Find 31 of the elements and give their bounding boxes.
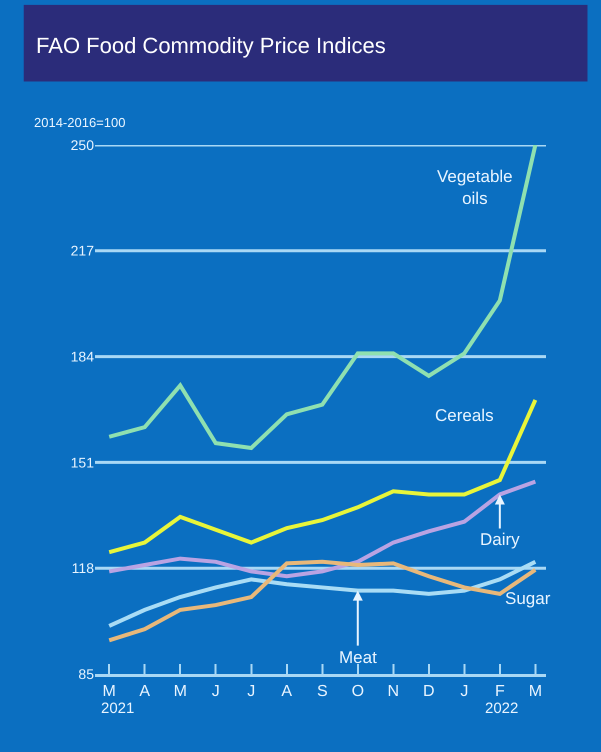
text: 2021 (101, 700, 134, 717)
line-series (107, 145, 538, 450)
x-tick-label: S (316, 683, 328, 700)
line-series (107, 398, 538, 554)
x-tick-label: A (139, 683, 150, 700)
y-tick-label: 85 (78, 666, 94, 682)
x-tick-label: N (388, 683, 400, 700)
series-label: Dairy (480, 530, 520, 549)
x-tick-label: J (247, 683, 256, 700)
line-series (107, 480, 538, 578)
series-label: Vegetable oils (437, 167, 513, 208)
y-tick-label: 250 (70, 136, 94, 153)
x-tick-label: F (494, 683, 505, 700)
chart-title: FAO Food Commodity Price Indices (36, 32, 386, 58)
y-tick-label: 151 (70, 454, 94, 470)
y-tick-label: 217 (70, 242, 94, 259)
series-label: Cereals (435, 406, 494, 425)
y-tick-label: 118 (72, 560, 94, 576)
x-tick-label: A (281, 683, 292, 700)
x-tick-label: M (174, 683, 187, 700)
x-tick-label: J (212, 683, 220, 700)
y-axis-title: 2014-2016=100 (34, 115, 126, 130)
y-tick-label: 184 (70, 348, 94, 364)
x-tick-label: M (528, 683, 542, 700)
text: Meat (339, 648, 378, 667)
series-label: Sugar (505, 589, 551, 608)
x-tick-label: J (460, 683, 468, 700)
x-tick-label: D (423, 683, 435, 700)
text: 2022 (485, 700, 518, 717)
x-tick-label: M (102, 683, 116, 700)
x-tick-label: O (352, 683, 364, 700)
